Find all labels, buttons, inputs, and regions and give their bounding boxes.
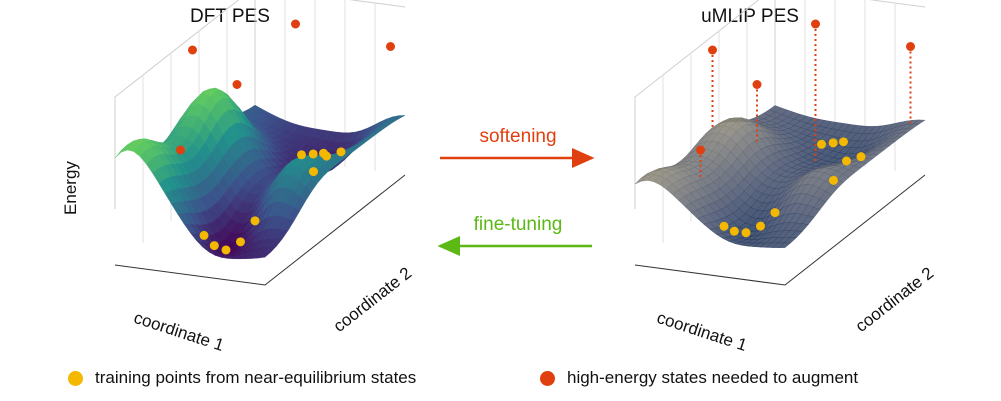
training-point	[741, 228, 751, 238]
training-point	[756, 221, 765, 231]
training-point	[729, 226, 739, 236]
training-point	[336, 147, 346, 157]
dft-surface-patch	[258, 251, 272, 259]
training-point	[856, 152, 866, 162]
training-point	[770, 208, 780, 218]
fine-tuning-label: fine-tuning	[473, 214, 563, 235]
legend-high-energy-label: high-energy states needed to augment	[567, 368, 859, 387]
legend-training-label: training points from near-equilibrium st…	[95, 368, 417, 387]
training-point	[209, 241, 219, 251]
training-point	[221, 245, 231, 255]
legend-training: training points from near-equilibrium st…	[68, 368, 416, 388]
dft-pes-plot	[114, 0, 406, 286]
umlip-back-box	[774, 0, 926, 155]
training-point	[828, 138, 838, 148]
high-energy-point	[906, 42, 915, 51]
umlip-base-axes	[634, 174, 926, 286]
training-point	[250, 216, 260, 226]
high-energy-point	[232, 80, 242, 89]
training-point	[319, 148, 328, 158]
training-point	[829, 175, 838, 185]
training-dot-icon	[68, 370, 83, 386]
softening-label: softening	[479, 126, 557, 147]
training-point	[199, 230, 209, 240]
umlip-pes-plot	[634, 0, 926, 286]
training-point	[236, 237, 245, 247]
high-energy-point	[176, 145, 185, 155]
training-point	[309, 167, 318, 177]
umlip-surface-patch	[778, 242, 792, 248]
umlip-side-box	[634, 0, 760, 209]
dft-side-box	[114, 0, 240, 209]
high-energy-point	[696, 145, 705, 155]
training-point	[719, 221, 729, 231]
high-energy-point	[752, 80, 762, 89]
high-energy-point	[811, 19, 820, 29]
high-energy-point	[291, 19, 300, 29]
high-energy-dot-icon	[540, 370, 555, 386]
training-point	[842, 156, 851, 166]
training-point	[308, 149, 318, 159]
high-energy-point	[188, 45, 197, 55]
dft-base-axes	[114, 174, 406, 286]
umlip-pes-title: uMLIP PES	[701, 6, 799, 27]
legend-high-energy: high-energy states needed to augment	[540, 368, 858, 388]
training-point	[839, 137, 848, 147]
training-point	[297, 150, 306, 160]
training-point	[817, 139, 826, 149]
high-energy-point	[708, 45, 717, 55]
high-energy-point	[386, 42, 395, 51]
dft-back-box	[254, 0, 406, 155]
